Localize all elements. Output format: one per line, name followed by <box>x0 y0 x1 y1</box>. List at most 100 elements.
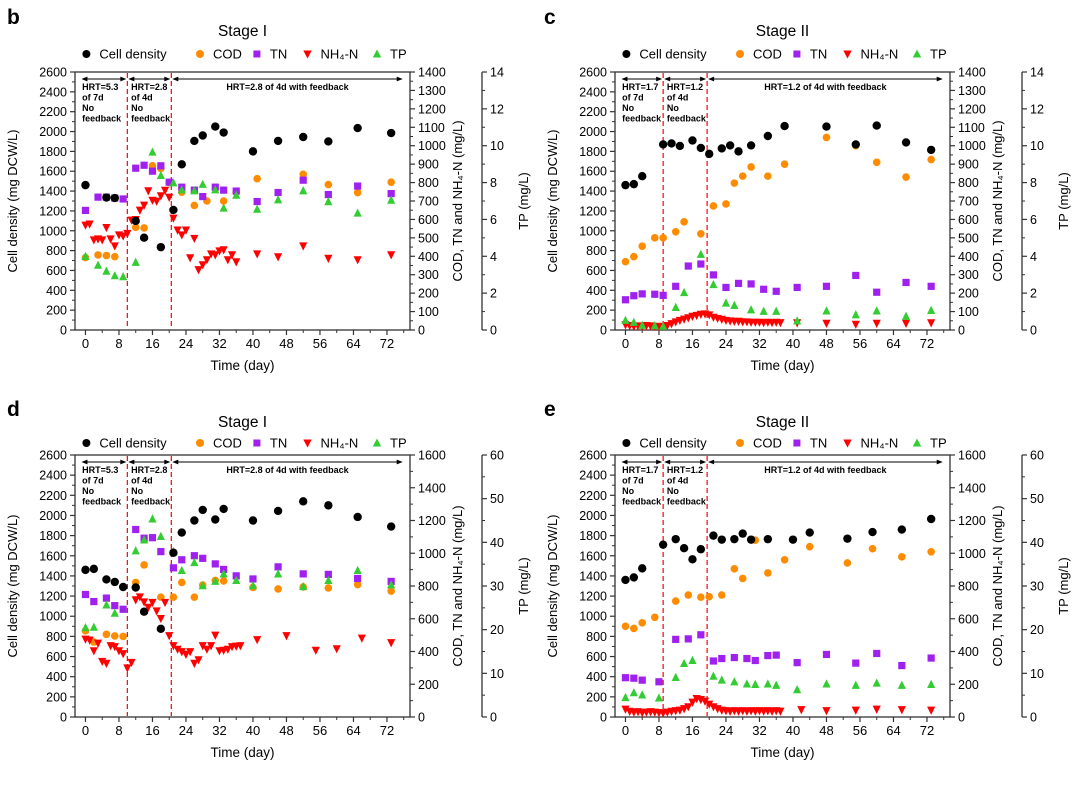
svg-text:1400: 1400 <box>958 481 986 495</box>
svg-text:72: 72 <box>920 723 934 738</box>
svg-text:feedback: feedback <box>667 497 707 507</box>
svg-text:1800: 1800 <box>579 529 607 543</box>
svg-text:1400: 1400 <box>418 66 446 80</box>
series-cod <box>621 536 935 633</box>
svg-text:900: 900 <box>418 158 439 172</box>
svg-text:4: 4 <box>1030 250 1037 264</box>
svg-text:100: 100 <box>418 305 439 319</box>
svg-text:1600: 1600 <box>579 549 607 563</box>
svg-text:600: 600 <box>418 213 439 227</box>
svg-text:800: 800 <box>586 244 607 258</box>
svg-text:1600: 1600 <box>39 165 67 179</box>
svg-text:400: 400 <box>46 284 67 298</box>
svg-text:200: 200 <box>958 287 979 301</box>
legend-label: TP <box>390 47 407 62</box>
left-axis: 0 200 400 600 800 1000 1200 1400 1600 1800 2000 220… <box>5 66 75 338</box>
svg-text:HRT=2.8: HRT=2.8 <box>131 82 167 92</box>
svg-text:8: 8 <box>115 336 122 351</box>
svg-text:feedback: feedback <box>622 497 662 507</box>
right-axis: 0 200 400 600 800 1000 1200 1400 1600 COD, TN and… <box>950 449 1005 725</box>
svg-text:1400: 1400 <box>579 569 607 583</box>
x-axis-label: Time (day) <box>750 745 814 760</box>
right-axis-label: COD, TN and NH₄-N (mg/L) <box>990 120 1005 281</box>
svg-text:32: 32 <box>752 723 766 738</box>
svg-text:HRT=5.3: HRT=5.3 <box>82 82 118 92</box>
svg-text:40: 40 <box>1030 536 1044 550</box>
svg-text:feedback: feedback <box>82 497 122 507</box>
svg-text:24: 24 <box>719 723 733 738</box>
svg-text:1000: 1000 <box>579 610 607 624</box>
x-axis-label: Time (day) <box>210 745 274 760</box>
left-axis-label: Cell density (mg DCW/L) <box>545 514 560 657</box>
svg-text:1200: 1200 <box>579 590 607 604</box>
svg-text:HRT=2.8 of 4d with feedback: HRT=2.8 of 4d with feedback <box>226 465 349 475</box>
svg-text:300: 300 <box>958 268 979 282</box>
svg-text:24: 24 <box>179 336 193 351</box>
svg-text:72: 72 <box>920 336 934 351</box>
svg-text:30: 30 <box>1030 580 1044 594</box>
svg-text:of 7d: of 7d <box>622 476 644 486</box>
svg-text:40: 40 <box>490 536 504 550</box>
x-axis: 0 8 16 24 32 40 48 56 64 72 Time (day) <box>622 330 945 373</box>
svg-text:2400: 2400 <box>579 469 607 483</box>
svg-text:32: 32 <box>752 336 766 351</box>
svg-text:800: 800 <box>418 176 439 190</box>
svg-text:800: 800 <box>418 580 439 594</box>
svg-text:0: 0 <box>82 723 89 738</box>
svg-text:of 4d: of 4d <box>667 476 689 486</box>
svg-text:12: 12 <box>490 102 504 116</box>
svg-text:12: 12 <box>1030 102 1044 116</box>
svg-text:0: 0 <box>490 711 497 725</box>
svg-text:4: 4 <box>490 250 497 264</box>
svg-text:56: 56 <box>853 336 867 351</box>
svg-text:1200: 1200 <box>39 590 67 604</box>
panel-title: Stage II <box>756 23 809 40</box>
svg-text:1600: 1600 <box>418 449 446 463</box>
legend-label: COD <box>753 47 782 62</box>
svg-text:No: No <box>622 103 634 113</box>
svg-text:1100: 1100 <box>958 121 985 135</box>
left-axis: 0 200 400 600 800 1000 1200 1400 1600 1800 2000 220… <box>5 449 75 725</box>
svg-text:600: 600 <box>46 264 67 278</box>
svg-text:1200: 1200 <box>958 514 986 528</box>
svg-text:HRT=1.2 of 4d with feedback: HRT=1.2 of 4d with feedback <box>764 465 887 475</box>
series-nh-n <box>81 186 396 275</box>
svg-text:500: 500 <box>418 231 439 245</box>
svg-text:of 7d: of 7d <box>622 93 644 103</box>
svg-text:No: No <box>131 486 143 496</box>
svg-text:1200: 1200 <box>39 204 67 218</box>
svg-text:of 4d: of 4d <box>667 93 689 103</box>
series-tn <box>621 631 935 686</box>
left-axis-label: Cell density (mg DCW/L) <box>5 129 20 272</box>
svg-text:14: 14 <box>1030 66 1044 80</box>
svg-text:2600: 2600 <box>39 66 67 80</box>
plot-frame <box>614 454 951 718</box>
tp-axis: 0 2 4 6 8 10 12 14 TP (mg/L) <box>1021 66 1071 338</box>
svg-text:HRT=1.2 of 4d with feedback: HRT=1.2 of 4d with feedback <box>764 82 887 92</box>
svg-text:HRT=5.3: HRT=5.3 <box>82 465 118 475</box>
svg-text:1800: 1800 <box>39 145 67 159</box>
series-tp <box>621 249 936 330</box>
svg-text:200: 200 <box>958 678 979 692</box>
legend-label: Cell density <box>639 47 707 62</box>
svg-text:400: 400 <box>586 284 607 298</box>
svg-text:HRT=1.2: HRT=1.2 <box>667 82 703 92</box>
svg-text:No: No <box>131 103 143 113</box>
svg-text:64: 64 <box>346 723 360 738</box>
svg-text:10: 10 <box>490 139 504 153</box>
x-axis-label: Time (day) <box>750 358 814 373</box>
svg-text:of 7d: of 7d <box>82 476 104 486</box>
svg-text:1300: 1300 <box>418 84 446 98</box>
svg-text:200: 200 <box>418 678 439 692</box>
svg-text:300: 300 <box>418 268 439 282</box>
tp-axis-label: TP (mg/L) <box>516 172 531 230</box>
legend-label: NH₄-N <box>321 436 359 451</box>
tp-axis-label: TP (mg/L) <box>1056 557 1071 615</box>
svg-text:No: No <box>622 486 634 496</box>
legend-label: TP <box>930 47 947 62</box>
svg-text:HRT=1.2: HRT=1.2 <box>667 465 703 475</box>
svg-text:1800: 1800 <box>579 145 607 159</box>
